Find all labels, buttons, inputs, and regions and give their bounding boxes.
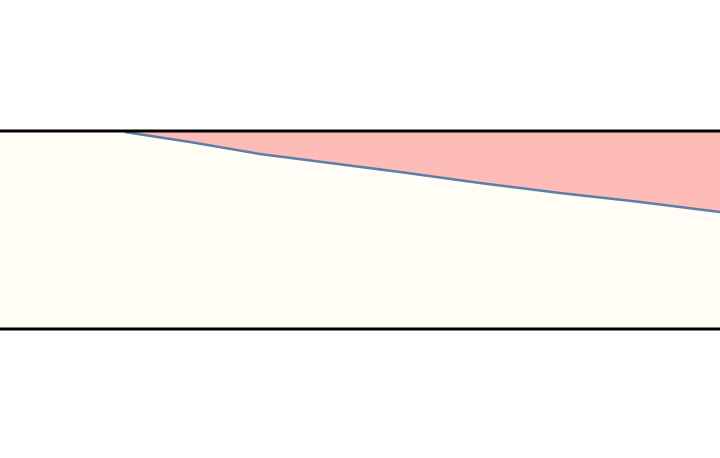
- filled-area: [125, 131, 720, 212]
- boundary-line: [124, 130, 720, 214]
